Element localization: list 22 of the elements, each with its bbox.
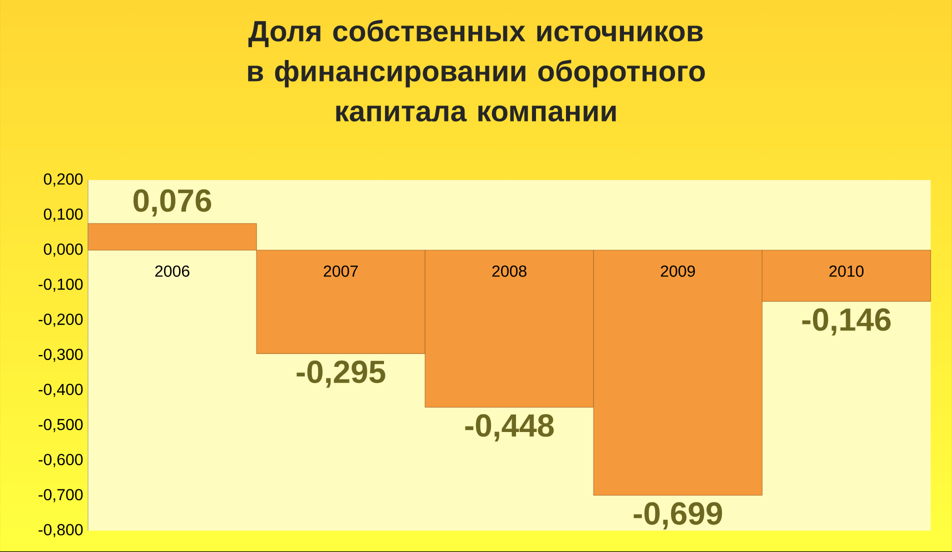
y-tick-label: 0,200 bbox=[44, 173, 83, 187]
y-tick-label: -0,600 bbox=[38, 454, 83, 468]
y-tick-label: -0,400 bbox=[38, 384, 83, 397]
x-tick-label: 2007 bbox=[324, 266, 358, 277]
x-tick-label: 2009 bbox=[660, 266, 695, 277]
data-label: 0,076 bbox=[134, 189, 212, 217]
y-tick-label: 0,000 bbox=[44, 244, 83, 257]
x-tick-label: 2010 bbox=[829, 266, 864, 277]
y-tick-label: -0,100 bbox=[38, 278, 83, 292]
data-label: -0,699 bbox=[634, 502, 722, 530]
x-tick-label: 2008 bbox=[492, 266, 526, 277]
data-label: -0,448 bbox=[465, 414, 554, 442]
y-tick-label: -0,200 bbox=[38, 314, 83, 327]
x-tick-label: 2006 bbox=[155, 266, 190, 277]
y-tick-label: -0,700 bbox=[38, 488, 83, 502]
chart-title: Доля собственных источников в финансировании оборотного капитала компании bbox=[248, 20, 705, 122]
y-tick-label: -0,500 bbox=[38, 418, 83, 432]
y-tick-label: 0,100 bbox=[44, 208, 83, 222]
y-tick-label: -0,300 bbox=[38, 348, 83, 362]
y-tick-label: -0,800 bbox=[38, 524, 83, 538]
data-label: -0,295 bbox=[296, 360, 386, 388]
data-label: -0,146 bbox=[802, 308, 891, 336]
